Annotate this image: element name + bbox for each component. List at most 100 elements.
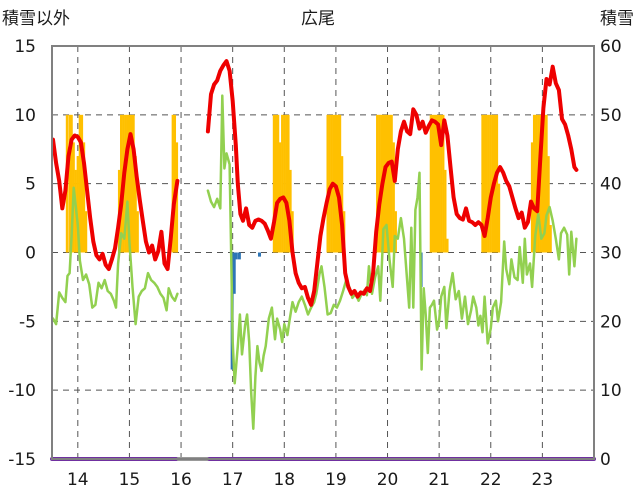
right-tick-label: 40 <box>600 175 622 195</box>
snow-bar <box>326 114 329 253</box>
left-tick-label: 0 <box>25 244 36 264</box>
snow-bar <box>489 114 492 253</box>
blue-bar <box>232 252 236 294</box>
snow-bar <box>446 238 449 253</box>
snow-bar <box>276 114 280 253</box>
snow-bar <box>495 114 499 253</box>
snow-bar <box>136 211 139 253</box>
snow-bar <box>291 211 294 253</box>
chart-title: 広尾 <box>301 9 335 29</box>
snow-bar <box>334 114 338 253</box>
right-tick-label: 20 <box>600 312 622 332</box>
snow-bar <box>435 114 439 253</box>
snow-bar <box>175 142 179 253</box>
snow-bar <box>545 114 548 253</box>
green-series-line <box>206 94 578 430</box>
right-tick-label: 10 <box>600 381 622 401</box>
snow-bar <box>483 114 486 253</box>
snow-bar <box>340 156 344 253</box>
left-tick-label: -15 <box>8 450 36 470</box>
snow-bar <box>124 114 127 253</box>
snow-bar <box>481 114 484 253</box>
snow-bar <box>130 114 133 253</box>
snow-bar <box>549 224 552 253</box>
blue-bar <box>237 252 241 260</box>
snow-bar <box>171 114 174 253</box>
plot-frame <box>51 45 595 460</box>
right-axis-label: 積雪 <box>600 9 634 29</box>
green-series-line <box>51 186 179 326</box>
x-tick-label: 21 <box>428 470 450 490</box>
snow-bar <box>532 114 536 253</box>
snow-bar <box>283 114 286 253</box>
snow-bar <box>281 114 284 253</box>
snow-bar <box>384 114 387 253</box>
left-tick-label: 10 <box>14 106 36 126</box>
snow-bar <box>134 156 137 253</box>
snow-bar <box>547 156 550 253</box>
snow-bar <box>386 114 389 253</box>
x-tick-label: 16 <box>170 470 192 490</box>
x-tick-label: 15 <box>119 470 141 490</box>
red-series-line <box>51 132 180 271</box>
snow-bar <box>394 211 397 253</box>
snow-bar <box>433 114 437 253</box>
blue-bar <box>234 252 238 260</box>
snow-bar <box>530 142 534 253</box>
snow-bar <box>487 114 490 253</box>
red-series-line <box>205 59 579 307</box>
right-tick-label: 30 <box>600 244 622 264</box>
snow-bar <box>541 114 544 253</box>
left-tick-label: 15 <box>14 37 36 57</box>
left-tick-label: -5 <box>19 312 36 332</box>
snow-bar <box>543 114 546 253</box>
right-tick-label: 0 <box>600 450 611 470</box>
snow-bar <box>173 114 177 253</box>
snow-bar <box>390 114 393 253</box>
snow-bar <box>287 114 290 253</box>
snow-bar <box>84 211 88 253</box>
snow-bar <box>378 114 381 253</box>
snow-bar <box>274 114 278 253</box>
tick-labels-layer: -15 -10 -5 0 5 10 15 0 10 20 30 40 50 60 14 15 16 17 18 19 2… <box>8 37 621 490</box>
snow-bar <box>388 114 391 253</box>
snow-bar <box>76 156 79 253</box>
snow-bar <box>328 114 331 253</box>
snow-bar <box>535 114 538 253</box>
x-tick-label: 23 <box>532 470 554 490</box>
snow-bar <box>78 114 82 253</box>
snow-bar <box>80 114 84 253</box>
snow-bar <box>442 114 445 253</box>
x-tick-label: 22 <box>480 470 502 490</box>
snow-bar <box>376 114 379 253</box>
snow-bar <box>336 114 340 253</box>
snow-bar <box>485 114 488 253</box>
snow-bar <box>431 114 435 253</box>
snow-bar <box>338 114 342 253</box>
snow-bar <box>392 142 395 253</box>
x-tick-label: 19 <box>325 470 347 490</box>
right-tick-label: 60 <box>600 37 622 57</box>
right-tick-label: 50 <box>600 106 622 126</box>
snow-bar <box>70 114 73 253</box>
blue-bar <box>258 252 262 257</box>
x-tick-label: 17 <box>222 470 244 490</box>
x-tick-label: 20 <box>377 470 399 490</box>
snow-bar <box>132 114 135 253</box>
snow-bar <box>82 142 86 253</box>
snow-bar <box>289 169 292 253</box>
snow-bar <box>128 114 131 253</box>
snow-bar <box>444 169 447 253</box>
snow-bar <box>272 114 276 253</box>
snow-bar <box>120 114 123 253</box>
snow-bar <box>285 114 288 253</box>
left-tick-label: -10 <box>8 381 36 401</box>
left-tick-label: 5 <box>25 175 36 195</box>
snow-bar <box>68 114 71 253</box>
x-tick-label: 14 <box>67 470 89 490</box>
snow-bar <box>437 114 441 253</box>
x-tick-label: 18 <box>273 470 295 490</box>
snow-bar <box>429 114 433 253</box>
